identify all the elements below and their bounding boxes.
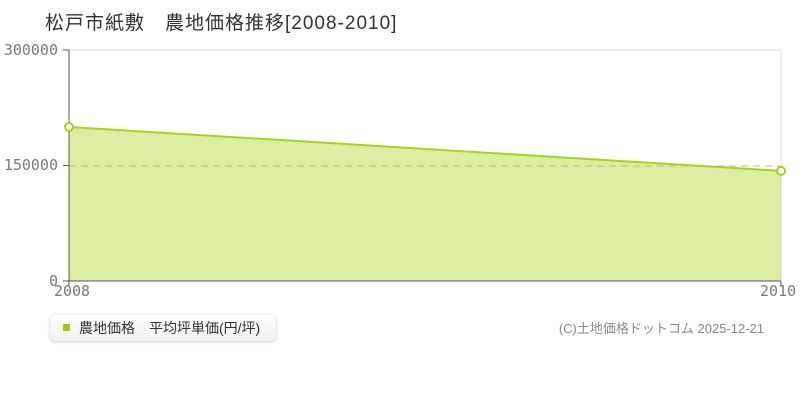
y-tick-label-150000: 150000 [3, 156, 58, 174]
legend-label: 農地価格 平均坪単価(円/坪) [79, 319, 261, 336]
y-tick-label-0: 0 [48, 272, 58, 290]
x-tick-label-2010: 2010 [759, 282, 797, 300]
copyright-text: (C)土地価格ドットコム 2025-12-21 [558, 321, 764, 336]
y-tick-label-300000: 300000 [3, 41, 58, 59]
legend-swatch-icon [63, 324, 70, 331]
legend: 農地価格 平均坪単価(円/坪) [50, 314, 277, 341]
chart-title: 松戸市紙敷 農地価格推移[2008-2010] [45, 13, 398, 34]
x-tick-label-2008: 2008 [53, 282, 91, 300]
